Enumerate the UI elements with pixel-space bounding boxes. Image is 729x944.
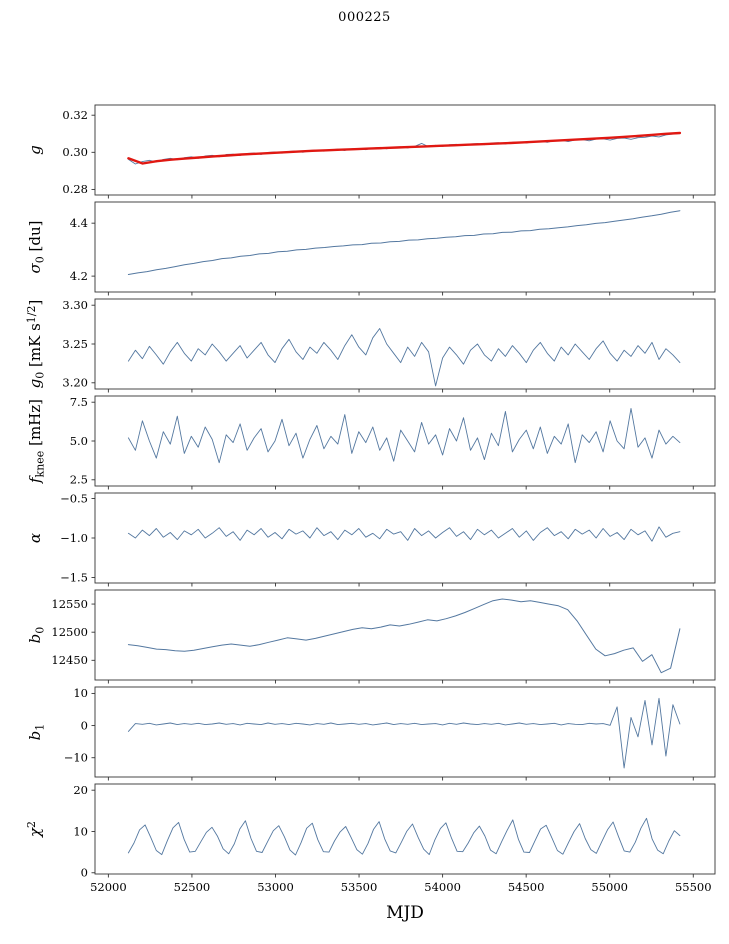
y-tick-label: 12450 bbox=[51, 653, 88, 667]
series-b0 bbox=[127, 598, 681, 674]
y-tick-label: 12550 bbox=[51, 597, 88, 611]
panel-b0: 12450 12500 12550 b0 bbox=[26, 589, 716, 684]
panel-chi2: 0 10 20 52000 52500 53000 53500 54000 54500 55000… bbox=[25, 783, 716, 894]
panel-fknee: 2.5 5.0 7.5 fknee [mHz] bbox=[26, 395, 716, 490]
series-g-smooth bbox=[127, 131, 682, 165]
y-tick-label: 0.30 bbox=[62, 145, 88, 159]
y-tick-label: 0.28 bbox=[62, 182, 88, 196]
y-axis-label-fknee: fknee [mHz] bbox=[26, 399, 47, 484]
y-axis-label-b0: b0 bbox=[26, 627, 47, 644]
y-tick-label: −1.0 bbox=[60, 531, 88, 545]
y-tick-label: 4.4 bbox=[70, 216, 88, 230]
x-tick-label: 52000 bbox=[90, 880, 127, 894]
y-tick-label: 10 bbox=[73, 824, 88, 838]
series-sigma0 bbox=[127, 210, 681, 275]
y-axis-label-g0: g0 [mK s1/2] bbox=[25, 300, 47, 389]
y-tick-label: 7.5 bbox=[70, 395, 88, 409]
panel-g0: 3.20 3.25 3.30 g0 [mK s1/2] bbox=[25, 298, 716, 393]
y-tick-label: 3.20 bbox=[62, 376, 88, 390]
panel-border bbox=[94, 686, 716, 778]
y-tick-label: 0.32 bbox=[62, 108, 88, 122]
panel-border bbox=[94, 589, 716, 681]
x-tick-label: 55500 bbox=[675, 880, 712, 894]
x-tick-label: 53000 bbox=[257, 880, 294, 894]
panel-sigma0: 4.2 4.4 σ0 [du] bbox=[26, 201, 716, 296]
y-axis-label-b1: b1 bbox=[26, 724, 47, 741]
y-tick-label: 3.25 bbox=[62, 337, 88, 351]
panel-border bbox=[94, 783, 716, 875]
y-axis-label-g: g bbox=[26, 145, 44, 155]
x-tick-label: 54500 bbox=[508, 880, 545, 894]
panel-border bbox=[94, 201, 716, 293]
series-alpha bbox=[127, 526, 681, 542]
series-g0 bbox=[127, 328, 681, 387]
y-tick-label: 0 bbox=[81, 718, 88, 732]
panel-alpha: −1.5 −1.0 −0.5 α bbox=[26, 491, 716, 587]
y-axis-label-alpha: α bbox=[26, 533, 44, 543]
panel-b1: −10 0 10 b1 bbox=[26, 686, 716, 781]
y-tick-label: 2.5 bbox=[70, 473, 88, 487]
y-tick-label: 10 bbox=[73, 686, 88, 700]
x-axis-label: MJD bbox=[386, 903, 424, 923]
x-tick-label: 52500 bbox=[174, 880, 211, 894]
y-tick-label: −0.5 bbox=[60, 491, 88, 505]
panel-border bbox=[94, 298, 716, 390]
panel-border bbox=[94, 395, 716, 487]
y-tick-label: 3.30 bbox=[62, 298, 88, 312]
x-tick-label: 54000 bbox=[424, 880, 461, 894]
series-chi2 bbox=[127, 817, 681, 856]
x-tick-label: 55000 bbox=[591, 880, 628, 894]
y-tick-label: 12500 bbox=[51, 625, 88, 639]
y-tick-label: 20 bbox=[73, 783, 88, 797]
y-axis-label-sigma0: σ0 [du] bbox=[26, 221, 47, 274]
figure-title: 000225 bbox=[338, 10, 391, 25]
x-tick-label: 53500 bbox=[341, 880, 378, 894]
y-tick-label: −10 bbox=[64, 751, 88, 765]
y-axis-label-chi2: χ2 bbox=[25, 821, 44, 838]
series-fknee bbox=[127, 407, 681, 464]
series-b1 bbox=[127, 697, 681, 769]
y-tick-label: 4.2 bbox=[70, 269, 88, 283]
panel-g: 0.28 0.30 0.32 g bbox=[26, 104, 716, 199]
y-tick-label: −1.5 bbox=[60, 570, 88, 584]
panel-border bbox=[94, 104, 716, 196]
y-tick-label: 5.0 bbox=[70, 434, 88, 448]
y-tick-label: 0 bbox=[81, 866, 88, 880]
